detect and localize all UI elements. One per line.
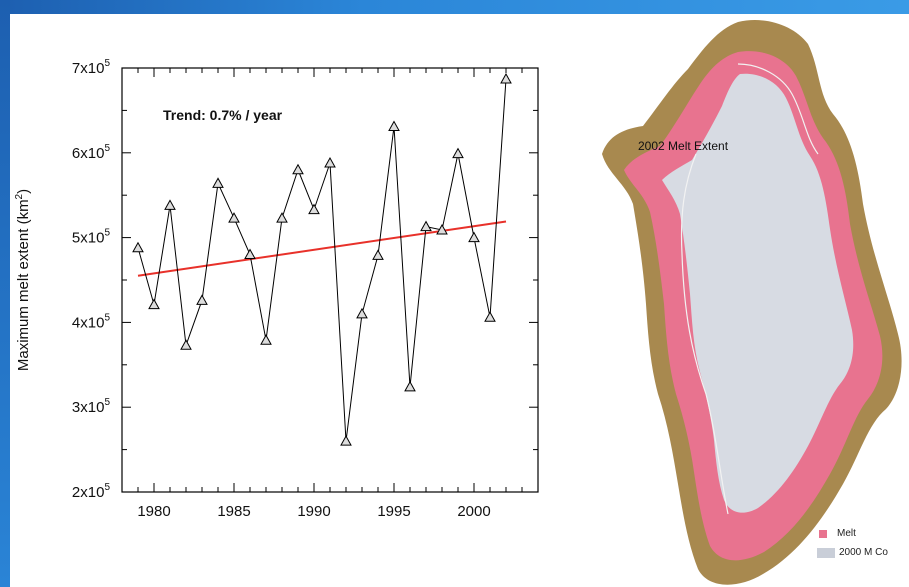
ice-sheet: [662, 73, 854, 513]
x-tick-label: 1980: [137, 503, 170, 520]
trend-line: [137, 220, 507, 277]
y-tick-label: 7x105: [72, 58, 111, 77]
data-point-marker: [164, 199, 176, 210]
data-point-marker: [484, 311, 496, 322]
data-point-marker: [276, 212, 288, 223]
data-point-marker: [260, 334, 272, 345]
y-tick-label: 4x105: [72, 312, 111, 331]
y-tick-label: 5x105: [72, 228, 111, 247]
data-point-marker: [436, 223, 448, 235]
data-point-marker: [404, 380, 416, 392]
contour-line: [680, 63, 819, 515]
data-point-marker: [324, 156, 336, 168]
data-point-marker: [420, 220, 432, 232]
y-axis-label: Maximum melt extent (km2): [14, 189, 32, 371]
greenland-melt-map: 2002 Melt Extent: [602, 20, 902, 585]
legend-item-melt: Melt: [817, 528, 888, 539]
data-point-marker: [372, 249, 384, 260]
data-point-marker: [468, 231, 480, 243]
legend-label-contour: 2000 M Co: [839, 547, 888, 558]
legend-label-melt: Melt: [837, 528, 856, 539]
map-label: 2002 Melt Extent: [638, 139, 729, 153]
data-point-marker: [196, 294, 208, 305]
y-tick-label: 2x105: [72, 482, 111, 501]
data-point-marker: [388, 120, 400, 132]
legend-item-contour: 2000 M Co: [817, 547, 888, 558]
x-tick-label: 1995: [377, 503, 410, 520]
data-point-marker: [148, 298, 160, 310]
data-point-marker: [292, 163, 304, 175]
trend-annotation: Trend: 0.7% / year: [163, 107, 283, 123]
data-point-marker: [308, 203, 320, 215]
data-point-marker: [356, 307, 368, 319]
data-point-marker: [180, 339, 192, 350]
slide-left-border: [0, 0, 10, 587]
x-tick-label: 1990: [297, 503, 330, 520]
data-point-marker: [244, 248, 256, 260]
axis-ticks: [122, 68, 538, 492]
melt-series-markers: [132, 72, 512, 446]
y-tick-label: 6x105: [72, 143, 111, 162]
melt-swatch: [819, 529, 827, 538]
melt-series-line: [137, 78, 507, 442]
x-tick-labels: 1980 1985 1990 1995 2000: [137, 503, 490, 520]
x-tick-label: 2000: [457, 503, 490, 520]
data-point-marker: [452, 147, 464, 159]
y-tick-label: 3x105: [72, 397, 111, 416]
data-point-marker: [500, 72, 512, 84]
data-point-marker: [340, 435, 352, 446]
y-tick-labels: 2x105 3x105 4x105 5x105 6x105 7x105: [72, 58, 111, 501]
x-tick-label: 1985: [217, 503, 250, 520]
data-point-marker: [228, 212, 240, 223]
data-point-marker: [132, 241, 144, 253]
map-legend: Melt 2000 M Co: [817, 528, 888, 558]
plot-area: [121, 67, 539, 493]
slide-top-border: [0, 0, 909, 14]
contour-swatch: [817, 547, 835, 558]
data-point-marker: [212, 177, 224, 188]
